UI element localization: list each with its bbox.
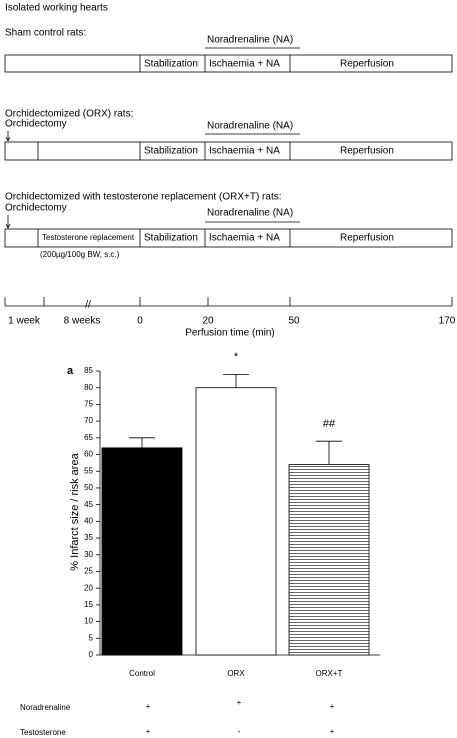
phase: Ischaemia + NA (209, 59, 280, 70)
x-tick-label: ORX+T (316, 669, 343, 678)
surgery-label: Orchidectomy (5, 203, 67, 214)
y-tick-label: 85 (84, 366, 93, 375)
phase: Stabilization (144, 233, 198, 244)
y-tick-label: 50 (84, 483, 93, 492)
y-tick-label: 10 (84, 617, 93, 626)
surgery-label: Orchidectomy (5, 119, 67, 130)
row-label: Noradrenaline (20, 703, 71, 712)
y-tick-label: 70 (84, 416, 93, 425)
bar (101, 447, 183, 656)
treatment-mark: + (237, 698, 242, 707)
timeline-label: 20 (202, 316, 214, 327)
phase: Testosterone replacement (42, 233, 135, 242)
treatment-mark: - (238, 727, 241, 736)
bar (195, 387, 277, 656)
y-tick-label: 5 (89, 633, 94, 642)
phase: Reperfusion (340, 59, 394, 70)
drug-label: Noradrenaline (NA) (207, 208, 293, 219)
timeline-label: 1 week (8, 316, 41, 327)
protocol-box (4, 228, 453, 248)
y-tick-label: 55 (84, 466, 93, 475)
y-tick-label: 65 (84, 433, 93, 442)
protocol-box (4, 54, 453, 73)
y-tick-label: 25 (84, 567, 93, 576)
y-tick-label: 15 (84, 600, 93, 609)
protocol-box (4, 141, 453, 161)
y-tick-label: 45 (84, 500, 93, 509)
y-tick-label: 35 (84, 533, 93, 542)
phase: Stabilization (144, 146, 198, 157)
y-tick-label: 80 (84, 383, 93, 392)
treatment-mark: + (146, 727, 151, 736)
bar (288, 464, 370, 656)
y-axis-label: % Infarct size / risk area (69, 452, 81, 570)
y-tick-label: 75 (84, 400, 93, 409)
y-tick-label: 20 (84, 583, 93, 592)
y-tick-label: 40 (84, 516, 93, 525)
timeline-label: 50 (288, 316, 300, 327)
y-tick-label: 30 (84, 550, 93, 559)
arrow-head (5, 136, 11, 142)
x-tick-label: Control (129, 669, 155, 678)
timeline-label: 0 (137, 316, 143, 327)
x-tick-label: ORX (227, 669, 245, 678)
drug-label: Noradrenaline (NA) (207, 121, 293, 132)
group-label: Sham control rats: (5, 28, 86, 39)
annotation: ## (323, 418, 336, 430)
row-label: Testosterone (20, 728, 66, 737)
timeline-label: 170 (439, 316, 456, 327)
arrow-head (5, 223, 11, 229)
group-label: Orchidectomized with testosterone replac… (5, 192, 282, 203)
phase: Reperfusion (340, 233, 394, 244)
timeline-axis-label: Perfusion time (min) (185, 328, 274, 339)
group-label: Orchidectomized (ORX) rats: (5, 109, 133, 120)
treatment-mark: + (330, 702, 335, 711)
phase: Stabilization (144, 59, 198, 70)
panel-label: a (67, 365, 74, 377)
phase: Ischaemia + NA (209, 146, 280, 157)
phase: Reperfusion (340, 146, 394, 157)
y-tick-label: 0 (89, 650, 94, 659)
title: Isolated working hearts (5, 3, 108, 14)
dose: (200µg/100g BW, s.c.) (40, 250, 120, 259)
treatment-mark: + (146, 702, 151, 711)
treatment-mark: + (330, 727, 335, 736)
y-tick-label: 60 (84, 450, 93, 459)
annotation: * (234, 351, 239, 363)
phase: Ischaemia + NA (209, 233, 280, 244)
axis-break: // (85, 300, 91, 311)
drug-label: Noradrenaline (NA) (207, 35, 293, 46)
timeline-label: 8 weeks (64, 316, 101, 327)
